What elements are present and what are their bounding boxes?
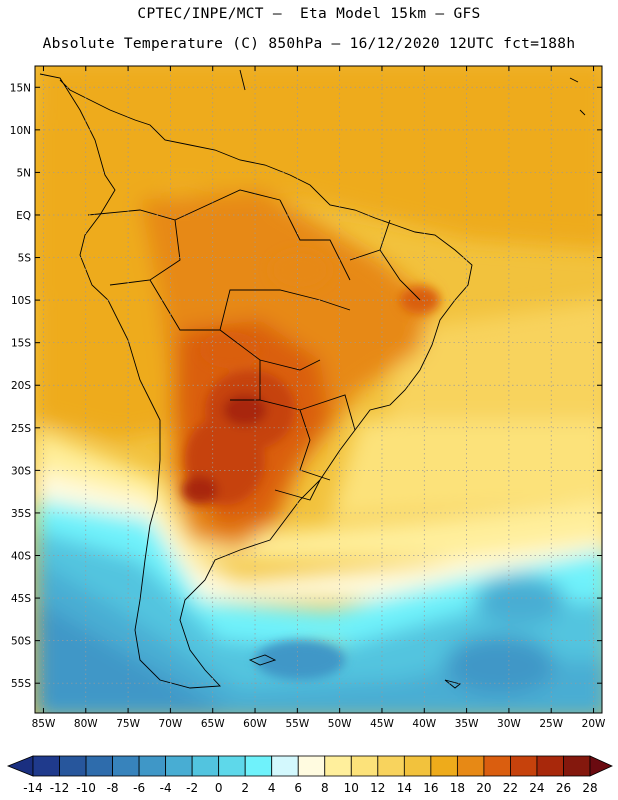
colorbar-swatch: [297, 755, 326, 777]
colorbar-swatch: [138, 755, 167, 777]
colorbar-label: 18: [450, 781, 465, 795]
colorbar-swatch: [271, 755, 299, 777]
lat-tick-label: 5S: [18, 253, 32, 265]
colorbar-swatch: [563, 755, 591, 777]
lon-tick-label: 70W: [159, 718, 183, 730]
lat-tick-label: 15S: [11, 338, 31, 350]
lat-tick-label: 40S: [11, 551, 31, 563]
colorbar-label: 16: [423, 781, 438, 795]
graticule: [35, 66, 602, 713]
colorbar-label: -4: [160, 781, 172, 795]
colorbar-swatch: [59, 755, 87, 777]
colorbar-label: -14: [23, 781, 43, 795]
lon-tick-label: 35W: [455, 718, 479, 730]
colorbar-label: 22: [503, 781, 518, 795]
colorbar-swatch: [456, 755, 485, 777]
latitude-axis: 15N 10N 5N EQ 5S 10S 15S 20S 25S 30S 35S 40S 45S 50S 5…: [10, 82, 602, 690]
temperature-field: [35, 66, 602, 713]
colorbar-label: 24: [529, 781, 544, 795]
map-subtitle: Absolute Temperature (C) 850hPa — 16/12/…: [42, 36, 576, 52]
coastline-and-borders: [39, 69, 586, 689]
lat-tick-label: 20S: [11, 380, 31, 392]
colorbar-label: 8: [321, 781, 329, 795]
lon-tick-label: 65W: [201, 718, 225, 730]
colorbar-swatch: [350, 755, 379, 777]
lon-tick-label: 20W: [582, 718, 606, 730]
colorbar-label: 12: [370, 781, 385, 795]
lon-tick-label: 50W: [328, 718, 352, 730]
lat-tick-label: 10S: [11, 295, 31, 307]
lon-tick-label: 85W: [32, 718, 56, 730]
lon-tick-label: 55W: [285, 718, 309, 730]
longitude-axis: 85W 80W 75W 70W 65W 60W 55W 50W 45W 40W 35W 30W 25W 2…: [32, 66, 606, 730]
lon-tick-label: 75W: [116, 718, 140, 730]
colorbar-swatch: [430, 755, 458, 777]
colorbar-swatch: [324, 755, 352, 777]
colorbar-swatch: [536, 755, 564, 777]
colorbar-label: 10: [344, 781, 359, 795]
colorbar-label: 20: [476, 781, 491, 795]
lat-tick-label: 25S: [11, 423, 31, 435]
colorbar-swatch: [85, 755, 113, 777]
lat-tick-label: 45S: [11, 593, 31, 605]
colorbar-swatch: [112, 755, 140, 777]
colorbar-label: 4: [268, 781, 276, 795]
lat-tick-label: 10N: [10, 125, 31, 137]
lon-tick-label: 25W: [539, 718, 563, 730]
lon-tick-label: 80W: [74, 718, 98, 730]
colorbar-swatch: [218, 755, 246, 777]
colorbar-label: -2: [186, 781, 198, 795]
colorbar-label: 14: [397, 781, 412, 795]
colorbar-label: -10: [76, 781, 96, 795]
colorbar-label: -6: [133, 781, 145, 795]
lon-tick-label: 40W: [412, 718, 436, 730]
lat-tick-label: 30S: [11, 465, 31, 477]
colorbar-over-arrow: [589, 755, 613, 777]
colorbar-swatch: [377, 755, 405, 777]
colorbar-swatch: [191, 755, 220, 777]
colorbar-label: 26: [556, 781, 571, 795]
colorbar-swatch: [403, 755, 432, 777]
lat-tick-label: 50S: [11, 636, 31, 648]
colorbar-swatch: [165, 755, 193, 777]
lon-tick-label: 60W: [243, 718, 267, 730]
colorbar-swatch: [244, 755, 273, 777]
colorbar-label: 2: [241, 781, 249, 795]
lat-tick-label: 5N: [16, 167, 31, 179]
colorbar-label: 28: [582, 781, 597, 795]
colorbar-label: -8: [107, 781, 119, 795]
colorbar-under-arrow: [6, 755, 34, 777]
lon-tick-label: 30W: [497, 718, 521, 730]
colorbar-label: 0: [215, 781, 223, 795]
colorbar-swatch: [510, 755, 538, 777]
lat-tick-label: 35S: [11, 508, 31, 520]
colorbar-label: 6: [294, 781, 302, 795]
colorbar-legend: -14 -12 -10 -8 -6 -4 -2 0 2 4 6 8 10 12 14 16 18 20 22 24 26…: [6, 755, 613, 795]
lat-tick-label: 15N: [10, 82, 31, 94]
lon-tick-label: 45W: [370, 718, 394, 730]
lat-tick-label: EQ: [16, 210, 31, 222]
colorbar-swatch: [32, 755, 60, 777]
lat-tick-label: 55S: [11, 678, 31, 690]
map-title: CPTEC/INPE/MCT — Eta Model 15km — GFS: [137, 6, 481, 22]
colorbar-swatch: [483, 755, 511, 777]
map-frame: [34, 65, 603, 714]
colorbar-label: -12: [50, 781, 70, 795]
